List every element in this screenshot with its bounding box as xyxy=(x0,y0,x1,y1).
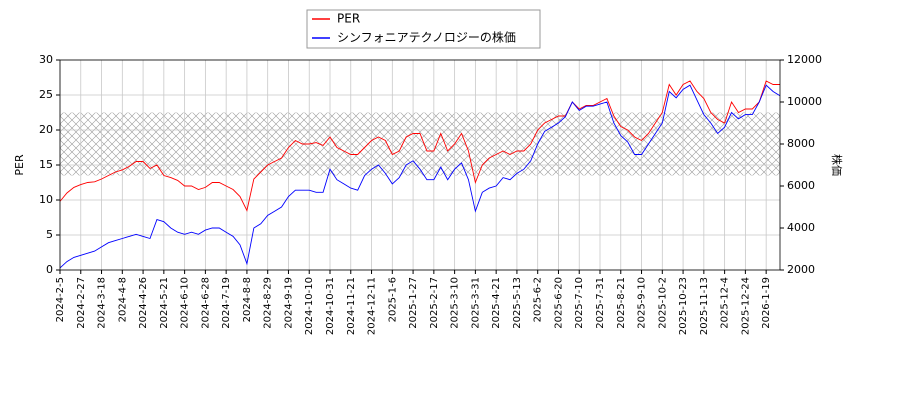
x-tick-label: 2025-9-10 xyxy=(637,277,648,329)
x-tick-label: 2025-8-21 xyxy=(616,277,627,329)
legend-label: PER xyxy=(337,12,360,26)
x-tick-label: 2025-1-6 xyxy=(387,277,398,322)
y2-tick-label: 10000 xyxy=(787,95,822,108)
y2-tick-label: 4000 xyxy=(787,221,815,234)
x-tick-label: 2025-2-17 xyxy=(429,277,440,329)
x-tick-label: 2024-9-19 xyxy=(283,277,294,329)
x-tick-label: 2025-3-10 xyxy=(450,277,461,329)
x-tick-label: 2025-4-21 xyxy=(491,277,502,329)
x-tick-label: 2025-7-31 xyxy=(595,277,606,329)
x-tick-label: 2025-3-31 xyxy=(470,277,481,329)
x-tick-label: 2025-10-2 xyxy=(657,277,668,329)
plot-frame xyxy=(59,59,781,271)
y-axis-label: PER xyxy=(13,154,26,176)
series-line xyxy=(59,84,781,269)
x-tick-label: 2024-11-21 xyxy=(346,277,357,335)
legend: PER シンフォニアテクノロジーの株価 xyxy=(306,9,541,49)
y2-axis-label: 株価 xyxy=(830,154,844,176)
legend-box xyxy=(306,9,541,49)
x-tick-label: 2025-10-23 xyxy=(678,277,689,335)
x-tick-label: 2025-7-10 xyxy=(574,277,585,329)
x-tick-label: 2024-10-31 xyxy=(325,277,336,335)
y2-tick-label: 6000 xyxy=(787,179,815,192)
y2-tick-label: 12000 xyxy=(787,53,822,66)
x-tick-label: 2024-2-27 xyxy=(76,277,87,329)
y2-tick-label: 8000 xyxy=(787,137,815,150)
x-tick-label: 2025-1-27 xyxy=(408,277,419,329)
y-tick-label: 25 xyxy=(39,88,53,101)
x-tick-label: 2024-6-10 xyxy=(180,277,191,329)
x-tick-label: 2025-6-2 xyxy=(533,277,544,322)
x-tick-label: 2024-12-11 xyxy=(367,277,378,335)
x-tick-label: 2024-5-21 xyxy=(159,277,170,329)
y-tick-label: 15 xyxy=(39,158,53,171)
x-tick-label: 2025-11-13 xyxy=(699,277,710,335)
shaded-range xyxy=(60,112,780,176)
x-tick-label: 2025-12-4 xyxy=(720,277,731,329)
series-line xyxy=(59,80,780,212)
x-tick-label: 2024-6-28 xyxy=(200,277,211,329)
y2-tick-label: 2000 xyxy=(787,263,815,276)
x-tick-label: 2024-8-8 xyxy=(242,277,253,322)
x-tick-label: 2026-1-19 xyxy=(761,277,772,329)
y-tick-label: 10 xyxy=(39,193,53,206)
x-tick-label: 2025-6-20 xyxy=(553,277,564,329)
legend-label: シンフォニアテクノロジーの株価 xyxy=(337,30,516,45)
y-tick-label: 0 xyxy=(46,263,53,276)
y-tick-label: 30 xyxy=(39,53,53,66)
y-tick-label: 20 xyxy=(39,123,53,136)
x-tick-label: 2024-8-29 xyxy=(263,277,274,329)
x-tick-label: 2024-3-18 xyxy=(97,277,108,329)
x-tick-label: 2024-10-10 xyxy=(304,277,315,335)
x-tick-label: 2024-2-5 xyxy=(55,277,66,322)
x-tick-label: 2025-12-24 xyxy=(740,277,751,335)
y-tick-label: 5 xyxy=(46,228,53,241)
x-tick-label: 2024-4-26 xyxy=(138,277,149,329)
x-tick-label: 2025-5-13 xyxy=(512,277,523,329)
x-tick-label: 2024-7-19 xyxy=(221,277,232,329)
x-tick-label: 2024-4-8 xyxy=(117,277,128,322)
